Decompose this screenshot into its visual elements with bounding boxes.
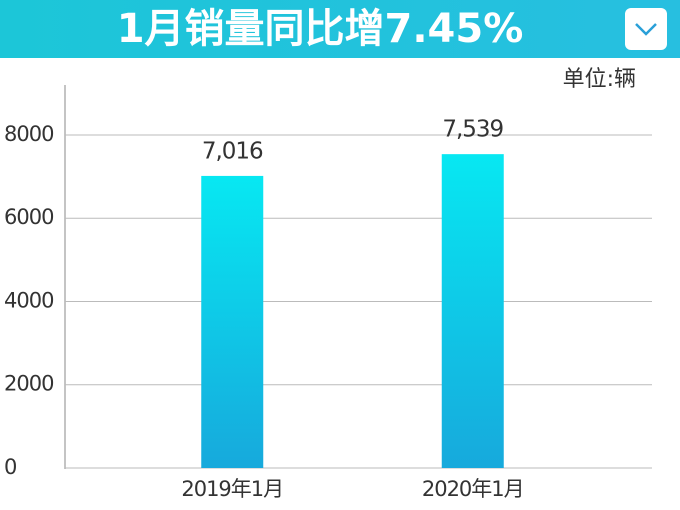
y-tick-label: 0 [4, 455, 16, 479]
dropdown-button[interactable] [625, 8, 667, 50]
y-tick-label: 4000 [4, 288, 53, 312]
value-label: 7,016 [202, 138, 263, 164]
bar [201, 175, 264, 468]
value-label: 7,539 [442, 117, 503, 143]
chart-title: 1月销量同比增7.45% [117, 6, 524, 52]
y-tick-label: 6000 [4, 205, 53, 229]
bar [441, 154, 504, 469]
title-banner [0, 0, 680, 58]
y-tick-label: 2000 [4, 372, 53, 396]
chevron-icon [635, 23, 657, 36]
x-tick-label: 2020年1月 [422, 477, 524, 501]
unit-label: 单位:辆 [563, 67, 636, 92]
y-tick-label: 8000 [4, 122, 53, 146]
x-tick-label: 2019年1月 [181, 477, 283, 501]
